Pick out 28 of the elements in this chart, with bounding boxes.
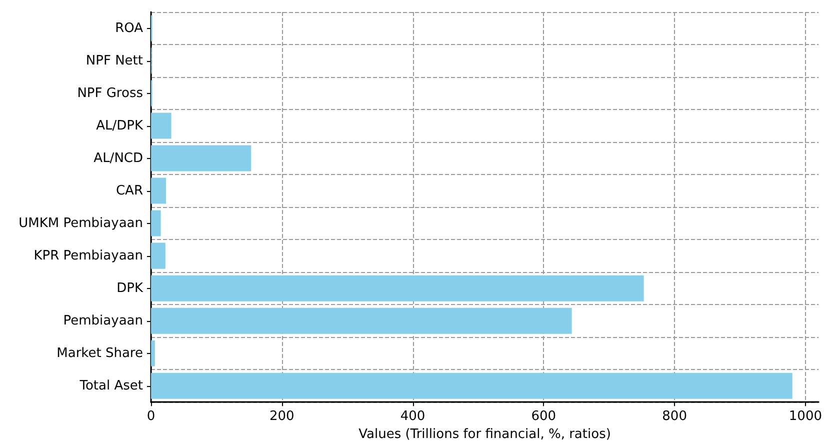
bar <box>151 210 161 236</box>
y-tick-label: NPF Nett <box>86 53 143 68</box>
y-tick-label: Total Aset <box>78 378 143 394</box>
y-tick-label: AL/DPK <box>96 118 144 134</box>
y-tick-label: Pembiayaan <box>63 313 143 328</box>
bar <box>151 372 792 399</box>
x-axis-title: Values (Trillions for financial, %, ratios) <box>358 427 611 442</box>
y-tick-label: KPR Pembiayaan <box>34 248 143 264</box>
bar <box>151 112 172 139</box>
bar <box>151 178 166 204</box>
x-tick-label: 200 <box>269 409 294 424</box>
y-tick-label: AL/NCD <box>94 150 143 166</box>
bar <box>151 145 252 172</box>
y-tick-label: Market Share <box>56 346 143 361</box>
bar <box>151 308 572 334</box>
x-tick-label: 800 <box>662 409 687 424</box>
bar <box>151 275 644 302</box>
y-tick-label: UMKM Pembiayaan <box>18 216 143 231</box>
x-tick-label: 0 <box>146 409 156 424</box>
x-tick-label: 600 <box>531 409 556 424</box>
x-tick-label: 1000 <box>788 409 822 424</box>
y-tick-label: NPF Gross <box>77 86 144 101</box>
y-tick-label: DPK <box>116 280 144 296</box>
y-tick-label: CAR <box>116 183 143 198</box>
y-tick-label: ROA <box>115 20 144 36</box>
bar <box>151 340 155 366</box>
x-tick-label: 400 <box>400 409 426 424</box>
bar <box>151 242 166 269</box>
